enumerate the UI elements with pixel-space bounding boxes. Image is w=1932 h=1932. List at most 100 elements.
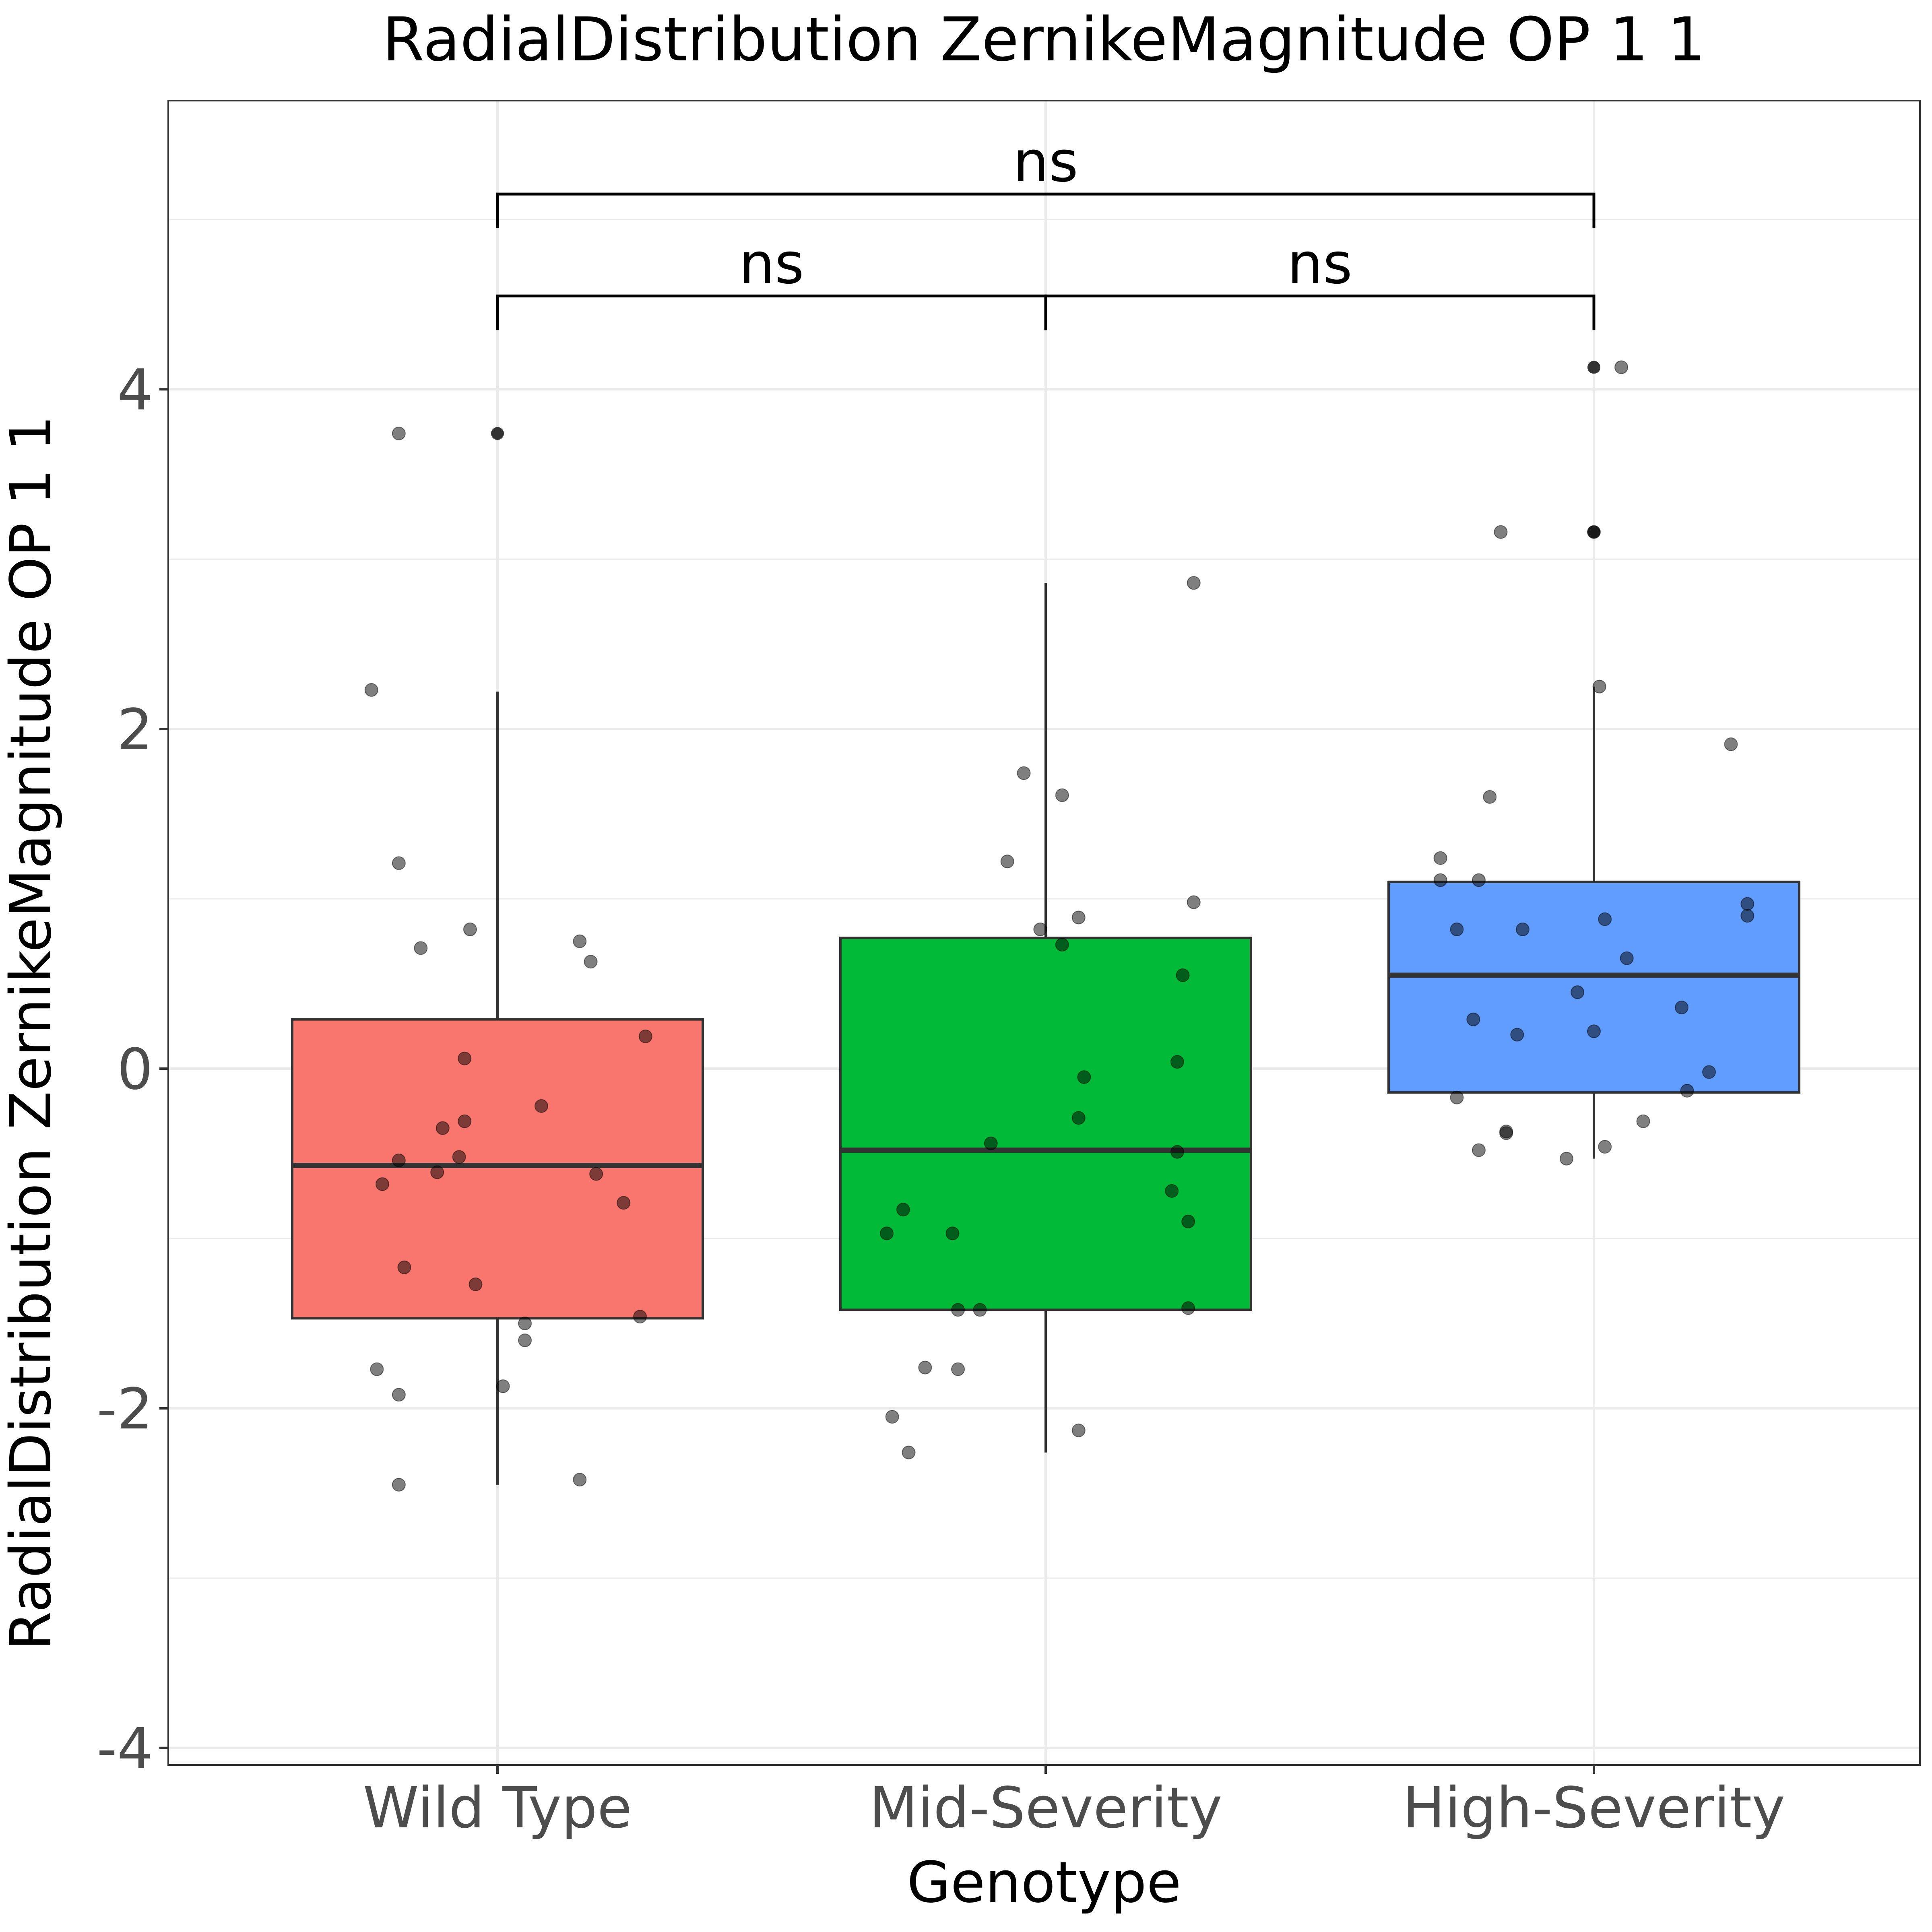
y-tick-label: 4 [117, 357, 153, 423]
jitter-point [1466, 1012, 1480, 1026]
jitter-point [945, 1226, 960, 1241]
jitter-point [1620, 951, 1634, 965]
y-tick-label: 2 [117, 697, 153, 763]
jitter-point [1077, 1070, 1091, 1084]
box [839, 937, 1252, 1311]
jitter-point [902, 1445, 916, 1459]
y-tick-label: -4 [97, 1716, 153, 1782]
panel-border [167, 100, 1921, 1766]
jitter-point [1740, 909, 1754, 923]
jitter-point [452, 1150, 466, 1164]
x-axis: Wild Type Mid-Severity High-Severity [363, 1765, 1785, 1841]
jitter-point [518, 1316, 532, 1330]
jitter-point [880, 1226, 894, 1241]
y-axis-title: RadialDistribution ZernikeMagnitude OP 1… [0, 415, 64, 1651]
jitter-point [469, 1277, 483, 1291]
jitter-point [1674, 1001, 1688, 1015]
jitter-point [951, 1362, 965, 1376]
jitter-point [430, 1165, 444, 1179]
x-tick-label: High-Severity [1403, 1775, 1785, 1841]
jitter-point [414, 941, 428, 955]
jitter-point [1181, 1301, 1195, 1315]
jitter-point [1033, 923, 1047, 937]
jitter-point [1450, 923, 1464, 937]
jitter-point [951, 1303, 965, 1317]
jitter-point [1181, 1214, 1195, 1228]
jitter-point [1559, 1152, 1573, 1166]
jitter-point [1614, 360, 1629, 374]
jitter-point [1702, 1065, 1716, 1079]
box [1387, 880, 1800, 1094]
chart-title: RadialDistribution ZernikeMagnitude OP 1… [382, 5, 1706, 75]
jitter-point [584, 955, 598, 969]
jitter-point [617, 1196, 631, 1210]
jitter-point [1740, 897, 1754, 911]
jitter-point [397, 1260, 411, 1274]
jitter-point [1071, 910, 1086, 925]
jitter-point [436, 1121, 450, 1135]
y-axis: -4 -2 0 2 4 [97, 357, 168, 1782]
outlier-point [1587, 361, 1600, 374]
data-points [364, 360, 1754, 1492]
jitter-point [392, 427, 406, 440]
jitter-point [1598, 912, 1612, 926]
jitter-point [1587, 1024, 1601, 1038]
jitter-point [1450, 1090, 1464, 1104]
jitter-point [1494, 525, 1508, 539]
x-axis-title: Genotype [907, 1850, 1181, 1915]
jitter-point [1724, 737, 1738, 751]
jitter-point [1071, 1111, 1086, 1125]
jitter-point [1472, 1143, 1486, 1157]
jitter-point [573, 1473, 587, 1487]
jitter-point [392, 1478, 406, 1492]
jitter-point [573, 934, 587, 948]
jitter-point [1170, 1145, 1184, 1159]
jitter-point [370, 1362, 384, 1376]
jitter-point [918, 1360, 932, 1375]
boxplots [291, 361, 1800, 1485]
jitter-point [1071, 1423, 1086, 1437]
significance-label: ns [1013, 129, 1078, 195]
significance-bracket [1044, 294, 1596, 330]
jitter-point [1680, 1084, 1694, 1098]
jitter-point [1433, 851, 1447, 865]
jitter-point [1017, 766, 1031, 780]
y-tick-label: 0 [117, 1037, 153, 1102]
jitter-point [463, 923, 477, 937]
jitter-point [1510, 1028, 1524, 1042]
jitter-point [1592, 679, 1606, 694]
jitter-point [392, 856, 406, 870]
outlier-point [491, 427, 504, 440]
jitter-point [1165, 1184, 1179, 1198]
significance-label: ns [1287, 231, 1352, 297]
jitter-point [896, 1203, 910, 1217]
jitter-point [973, 1303, 987, 1317]
jitter-point [392, 1153, 406, 1167]
jitter-point [1187, 895, 1201, 909]
jitter-point [1472, 873, 1486, 887]
jitter-point [1000, 855, 1014, 869]
significance-label: ns [739, 231, 804, 297]
jitter-point [1483, 790, 1497, 804]
jitter-point [638, 1029, 652, 1043]
jitter-point [1571, 985, 1585, 999]
box [291, 1018, 704, 1320]
jitter-point [1587, 525, 1601, 539]
jitter-point [496, 1379, 510, 1393]
significance-bracket [496, 192, 1596, 229]
jitter-point [1187, 576, 1201, 590]
y-tick-label: -2 [97, 1377, 153, 1442]
jitter-point [518, 1333, 532, 1348]
jitter-point [1636, 1114, 1650, 1128]
x-tick-label: Mid-Severity [869, 1775, 1222, 1841]
jitter-point [589, 1167, 603, 1181]
jitter-point [1515, 923, 1530, 937]
jitter-point [364, 683, 378, 697]
jitter-point [1499, 1126, 1513, 1140]
jitter-point [984, 1136, 998, 1150]
jitter-point [1170, 1055, 1184, 1069]
x-tick-label: Wild Type [363, 1775, 632, 1841]
jitter-point [1055, 938, 1069, 952]
jitter-point [458, 1051, 472, 1065]
